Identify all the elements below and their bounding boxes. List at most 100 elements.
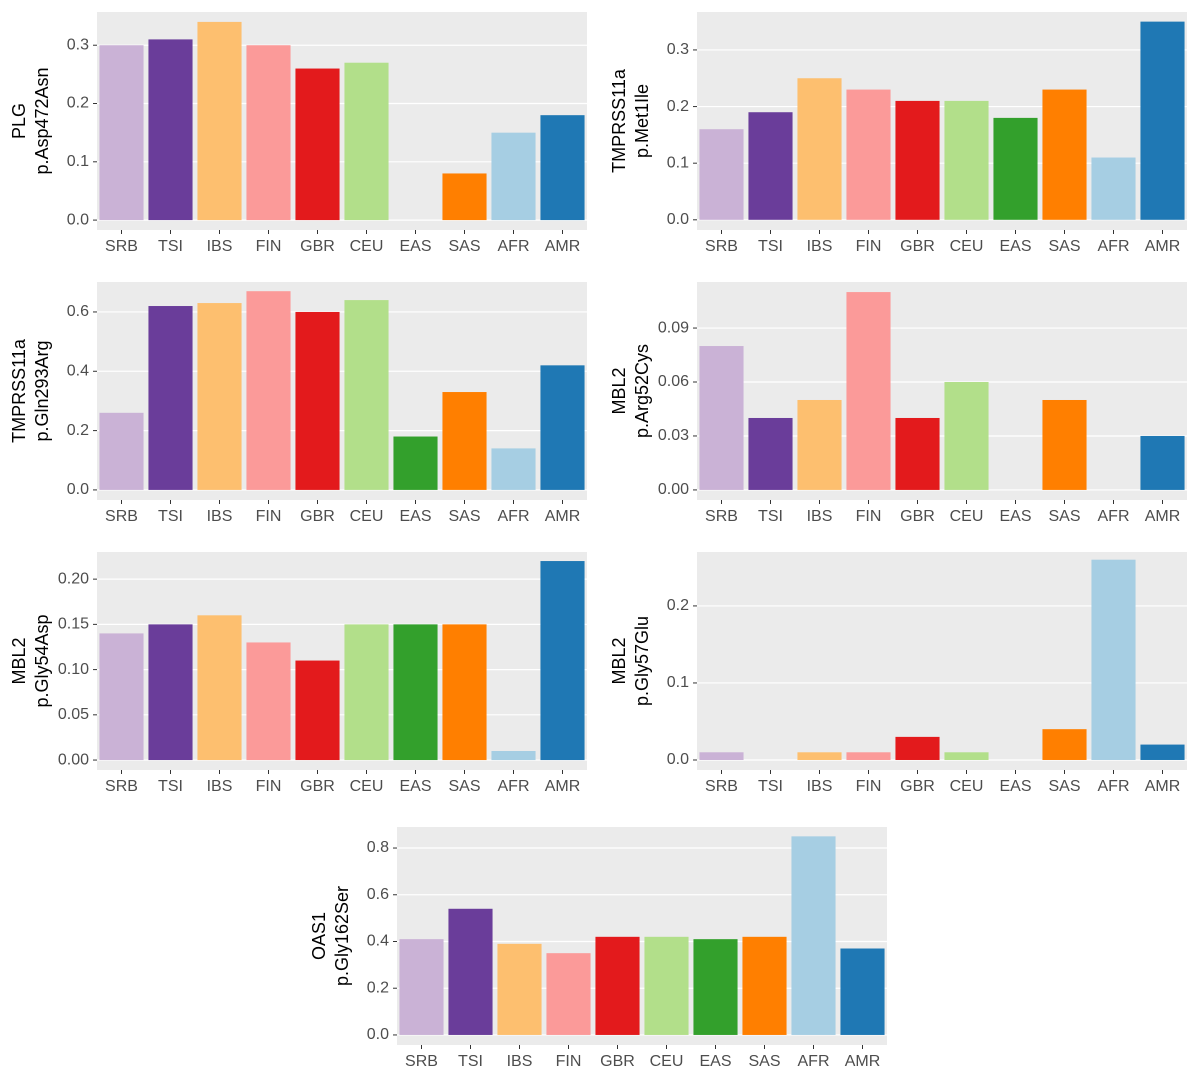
bar	[197, 303, 242, 490]
x-tick-label: EAS	[699, 1053, 731, 1070]
bar	[197, 21, 242, 221]
bar	[442, 624, 487, 761]
x-tick-label: AMR	[1145, 238, 1181, 255]
x-tick-label: SRB	[405, 1053, 438, 1070]
bar	[699, 346, 744, 490]
y-axis-title: p.Gln293Arg	[32, 340, 52, 441]
bar	[944, 752, 989, 760]
x-tick-label: AFR	[798, 1053, 830, 1070]
y-axis-title: PLG	[9, 103, 29, 139]
x-tick-label: TSI	[458, 1053, 483, 1070]
x-tick-label: FIN	[256, 238, 282, 255]
x-tick-label: TSI	[758, 778, 783, 795]
y-tick-label: 0.2	[67, 95, 89, 112]
bar	[448, 908, 493, 1035]
x-tick-label: EAS	[399, 778, 431, 795]
y-axis-title: MBL2	[609, 637, 629, 684]
y-axis-title: p.Gly57Glu	[632, 616, 652, 706]
x-tick-label: EAS	[399, 508, 431, 525]
y-tick-label: 0.6	[67, 303, 89, 320]
chart-panel: 0.0 0.2 0.4 0.6 0.8 SRB TSI IBS FIN GBR CEU EAS SAS A…	[309, 827, 887, 1070]
bar	[693, 939, 738, 1035]
y-tick-label: 0.20	[58, 570, 89, 587]
bar	[99, 633, 144, 761]
bar	[295, 68, 340, 221]
x-tick-label: EAS	[399, 238, 431, 255]
bar	[197, 615, 242, 761]
x-tick-label: AMR	[545, 238, 581, 255]
bar	[399, 939, 444, 1035]
x-tick-label: SRB	[105, 778, 138, 795]
bar	[1042, 729, 1087, 760]
bar	[295, 660, 340, 761]
y-axis-title: p.Met1Ile	[632, 84, 652, 158]
bar	[99, 45, 144, 221]
bar	[442, 392, 487, 490]
x-tick-label: GBR	[600, 1053, 635, 1070]
chart-panel: 0.0 0.1 0.2 0.3 SRB TSI IBS FIN GBR CEU EAS SAS AFR A…	[9, 12, 587, 255]
x-tick-label: FIN	[856, 238, 882, 255]
bar	[1140, 435, 1185, 490]
bar	[1091, 157, 1136, 220]
y-axis-title: p.Gly54Asp	[32, 614, 52, 707]
x-tick-label: AFR	[498, 238, 530, 255]
y-tick-label: 0.2	[367, 979, 389, 996]
x-tick-label: SRB	[705, 508, 738, 525]
bar	[246, 45, 291, 221]
x-tick-label: TSI	[758, 238, 783, 255]
x-tick-label: CEU	[650, 1053, 684, 1070]
bar	[846, 752, 891, 760]
y-tick-label: 0.2	[67, 422, 89, 439]
y-tick-label: 0.4	[367, 933, 389, 950]
x-tick-label: FIN	[856, 778, 882, 795]
x-tick-label: SRB	[105, 508, 138, 525]
y-tick-label: 0.06	[658, 373, 689, 390]
x-tick-label: GBR	[300, 508, 335, 525]
y-tick-label: 0.3	[667, 41, 689, 58]
bar	[895, 736, 940, 760]
y-axis-title: MBL2	[9, 637, 29, 684]
y-axis-title: p.Arg52Cys	[632, 344, 652, 438]
x-tick-label: AFR	[498, 508, 530, 525]
bar	[840, 948, 885, 1035]
x-tick-label: TSI	[158, 778, 183, 795]
x-tick-label: IBS	[207, 778, 233, 795]
x-tick-label: CEU	[350, 778, 384, 795]
x-tick-label: CEU	[950, 238, 984, 255]
y-tick-label: 0.8	[367, 839, 389, 856]
bar	[148, 39, 193, 221]
x-tick-label: GBR	[900, 778, 935, 795]
x-tick-label: CEU	[350, 508, 384, 525]
y-axis-title: p.Asp472Asn	[32, 67, 52, 174]
bar	[797, 399, 842, 490]
x-tick-label: EAS	[999, 508, 1031, 525]
x-tick-label: IBS	[207, 508, 233, 525]
y-tick-label: 0.3	[67, 36, 89, 53]
chart-panel: 0.0 0.1 0.2 SRB TSI IBS FIN GBR CEU EAS SAS AFR AMR M…	[609, 552, 1187, 795]
bar	[895, 417, 940, 490]
bar	[344, 62, 389, 221]
y-tick-label: 0.6	[367, 886, 389, 903]
x-tick-label: CEU	[950, 508, 984, 525]
x-tick-label: AMR	[1145, 508, 1181, 525]
x-tick-label: FIN	[856, 508, 882, 525]
x-tick-label: AMR	[845, 1053, 881, 1070]
x-tick-label: AFR	[1098, 778, 1130, 795]
y-tick-label: 0.05	[58, 706, 89, 723]
bar	[540, 115, 585, 221]
x-tick-label: AFR	[1098, 508, 1130, 525]
bar	[1042, 399, 1087, 490]
y-axis-title: MBL2	[609, 367, 629, 414]
bar	[595, 936, 640, 1035]
bar	[540, 365, 585, 490]
bar	[344, 300, 389, 490]
bar	[748, 417, 793, 490]
x-tick-label: SRB	[705, 238, 738, 255]
y-tick-label: 0.4	[67, 362, 89, 379]
bar	[246, 642, 291, 761]
bar	[748, 112, 793, 220]
y-axis-title: TMPRSS11a	[9, 338, 29, 443]
x-tick-label: AMR	[1145, 778, 1181, 795]
bar	[699, 129, 744, 220]
bar	[497, 943, 542, 1035]
